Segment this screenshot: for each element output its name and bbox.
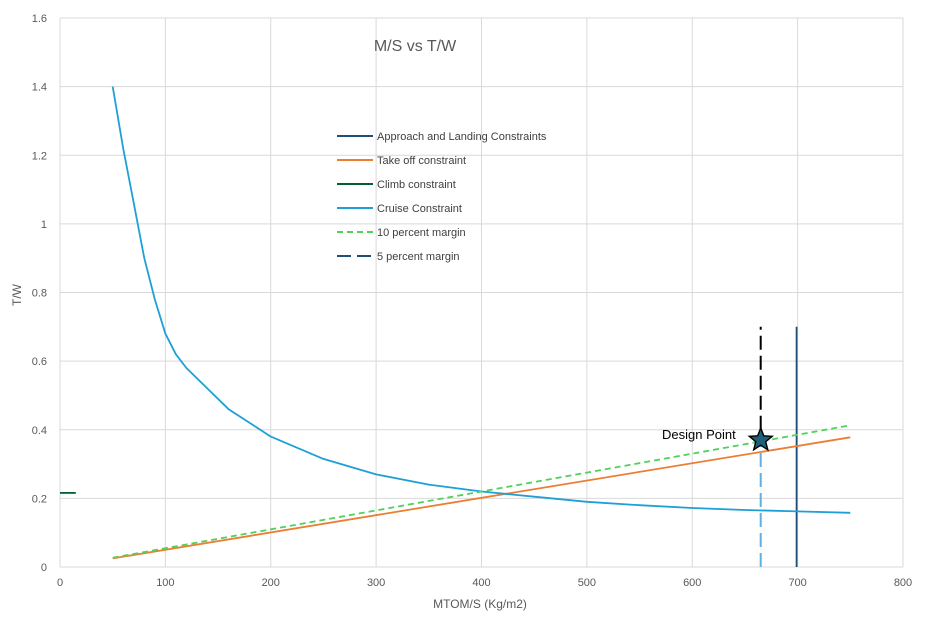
- y-tick-label: 0.2: [32, 493, 47, 505]
- y-tick-labels: 0 0.2 0.4 0.6 0.8 1 1.2 1.4 1.6: [32, 13, 47, 574]
- x-tick-label: 600: [683, 577, 701, 589]
- x-tick-label: 400: [472, 577, 490, 589]
- design-point-star-marker: [747, 426, 775, 452]
- y-tick-label: 1.4: [32, 82, 47, 94]
- x-tick-label: 800: [894, 577, 912, 589]
- x-tick-label: 100: [156, 577, 174, 589]
- x-tick-label: 700: [788, 577, 806, 589]
- series-layer: [60, 86, 851, 567]
- legend-label-cruise-constraint: Cruise Constraint: [377, 203, 462, 215]
- legend-label-take-off-constraint: Take off constraint: [377, 155, 466, 167]
- legend-label-5-percent-margin: 5 percent margin: [377, 251, 460, 263]
- y-tick-label: 1: [41, 219, 47, 231]
- legend-label-10-percent-margin: 10 percent margin: [377, 227, 466, 239]
- x-tick-label: 200: [262, 577, 280, 589]
- x-axis-title: MTOM/S (Kg/m2): [433, 597, 527, 611]
- legend-label-climb-constraint: Climb constraint: [377, 179, 456, 191]
- chart-title: M/S vs T/W: [374, 38, 457, 55]
- x-tick-label: 500: [578, 577, 596, 589]
- y-tick-label: 0: [41, 562, 47, 574]
- series-10-percent-margin-line: [112, 424, 851, 559]
- legend: Approach and Landing Constraints Take off…: [337, 131, 547, 263]
- y-tick-label: 0.4: [32, 425, 47, 437]
- design-point-label: Design Point: [662, 427, 736, 442]
- grid-lines: [59, 17, 904, 568]
- y-tick-label: 0.6: [32, 356, 47, 368]
- series-take-off-constraint-line: [112, 436, 851, 560]
- legend-label-approach-and-landing-constraints: Approach and Landing Constraints: [377, 131, 547, 143]
- y-tick-label: 0.8: [32, 288, 47, 300]
- y-tick-label: 1.2: [32, 150, 47, 162]
- x-tick-labels: 0 100 200 300 400 500 600 700 800: [57, 577, 912, 589]
- series-cruise-constraint-line: [111, 86, 851, 514]
- annotations: Design Point: [662, 426, 775, 452]
- x-tick-label: 0: [57, 577, 63, 589]
- x-tick-label: 300: [367, 577, 385, 589]
- y-tick-label: 1.6: [32, 13, 47, 25]
- y-axis-title: T/W: [10, 283, 24, 306]
